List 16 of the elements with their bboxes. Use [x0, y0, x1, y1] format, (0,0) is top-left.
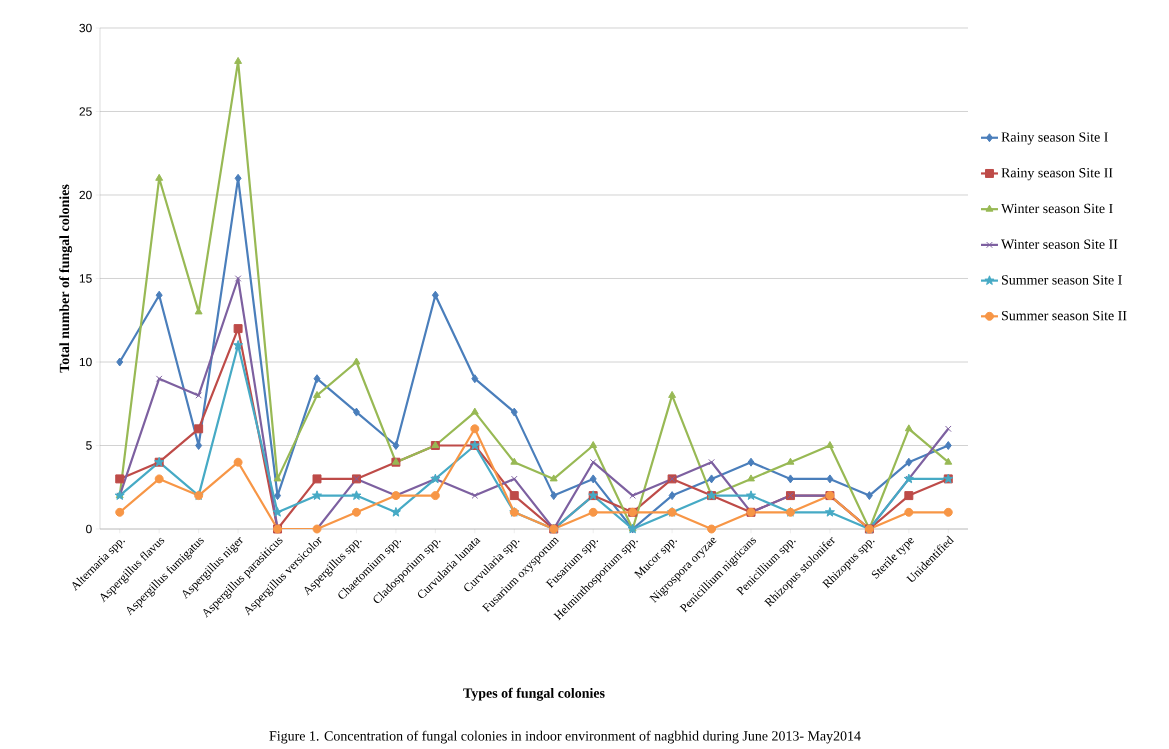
legend-label: Rainy season Site II: [1001, 168, 1113, 181]
legend-label: Rainy season Site I: [1001, 132, 1108, 145]
legend-label: Summer season Site II: [1002, 310, 1127, 321]
legend-label: Winter season Site I: [1001, 203, 1113, 214]
x-axis-title: Types of fungal colonies: [463, 687, 605, 701]
y-tick-label: 5: [86, 441, 92, 450]
caption: Figure 1. Concentration of fungal colonies in indoor environment of nagbhid during June 2013- May2014: [269, 730, 861, 744]
y-tick-label: 0: [86, 524, 92, 534]
y-tick-label: 10: [79, 357, 92, 367]
y-tick-label: 20: [79, 190, 92, 200]
legend-label: Winter season Site II: [1001, 239, 1118, 249]
legend-label: Summer season Site I: [1002, 275, 1122, 285]
y-tick-label: 25: [79, 107, 92, 116]
y-tick-label: 30: [79, 23, 92, 33]
y-tick-label: 15: [79, 274, 92, 283]
y-axis-title: Total number of fungal colonies: [59, 184, 73, 373]
